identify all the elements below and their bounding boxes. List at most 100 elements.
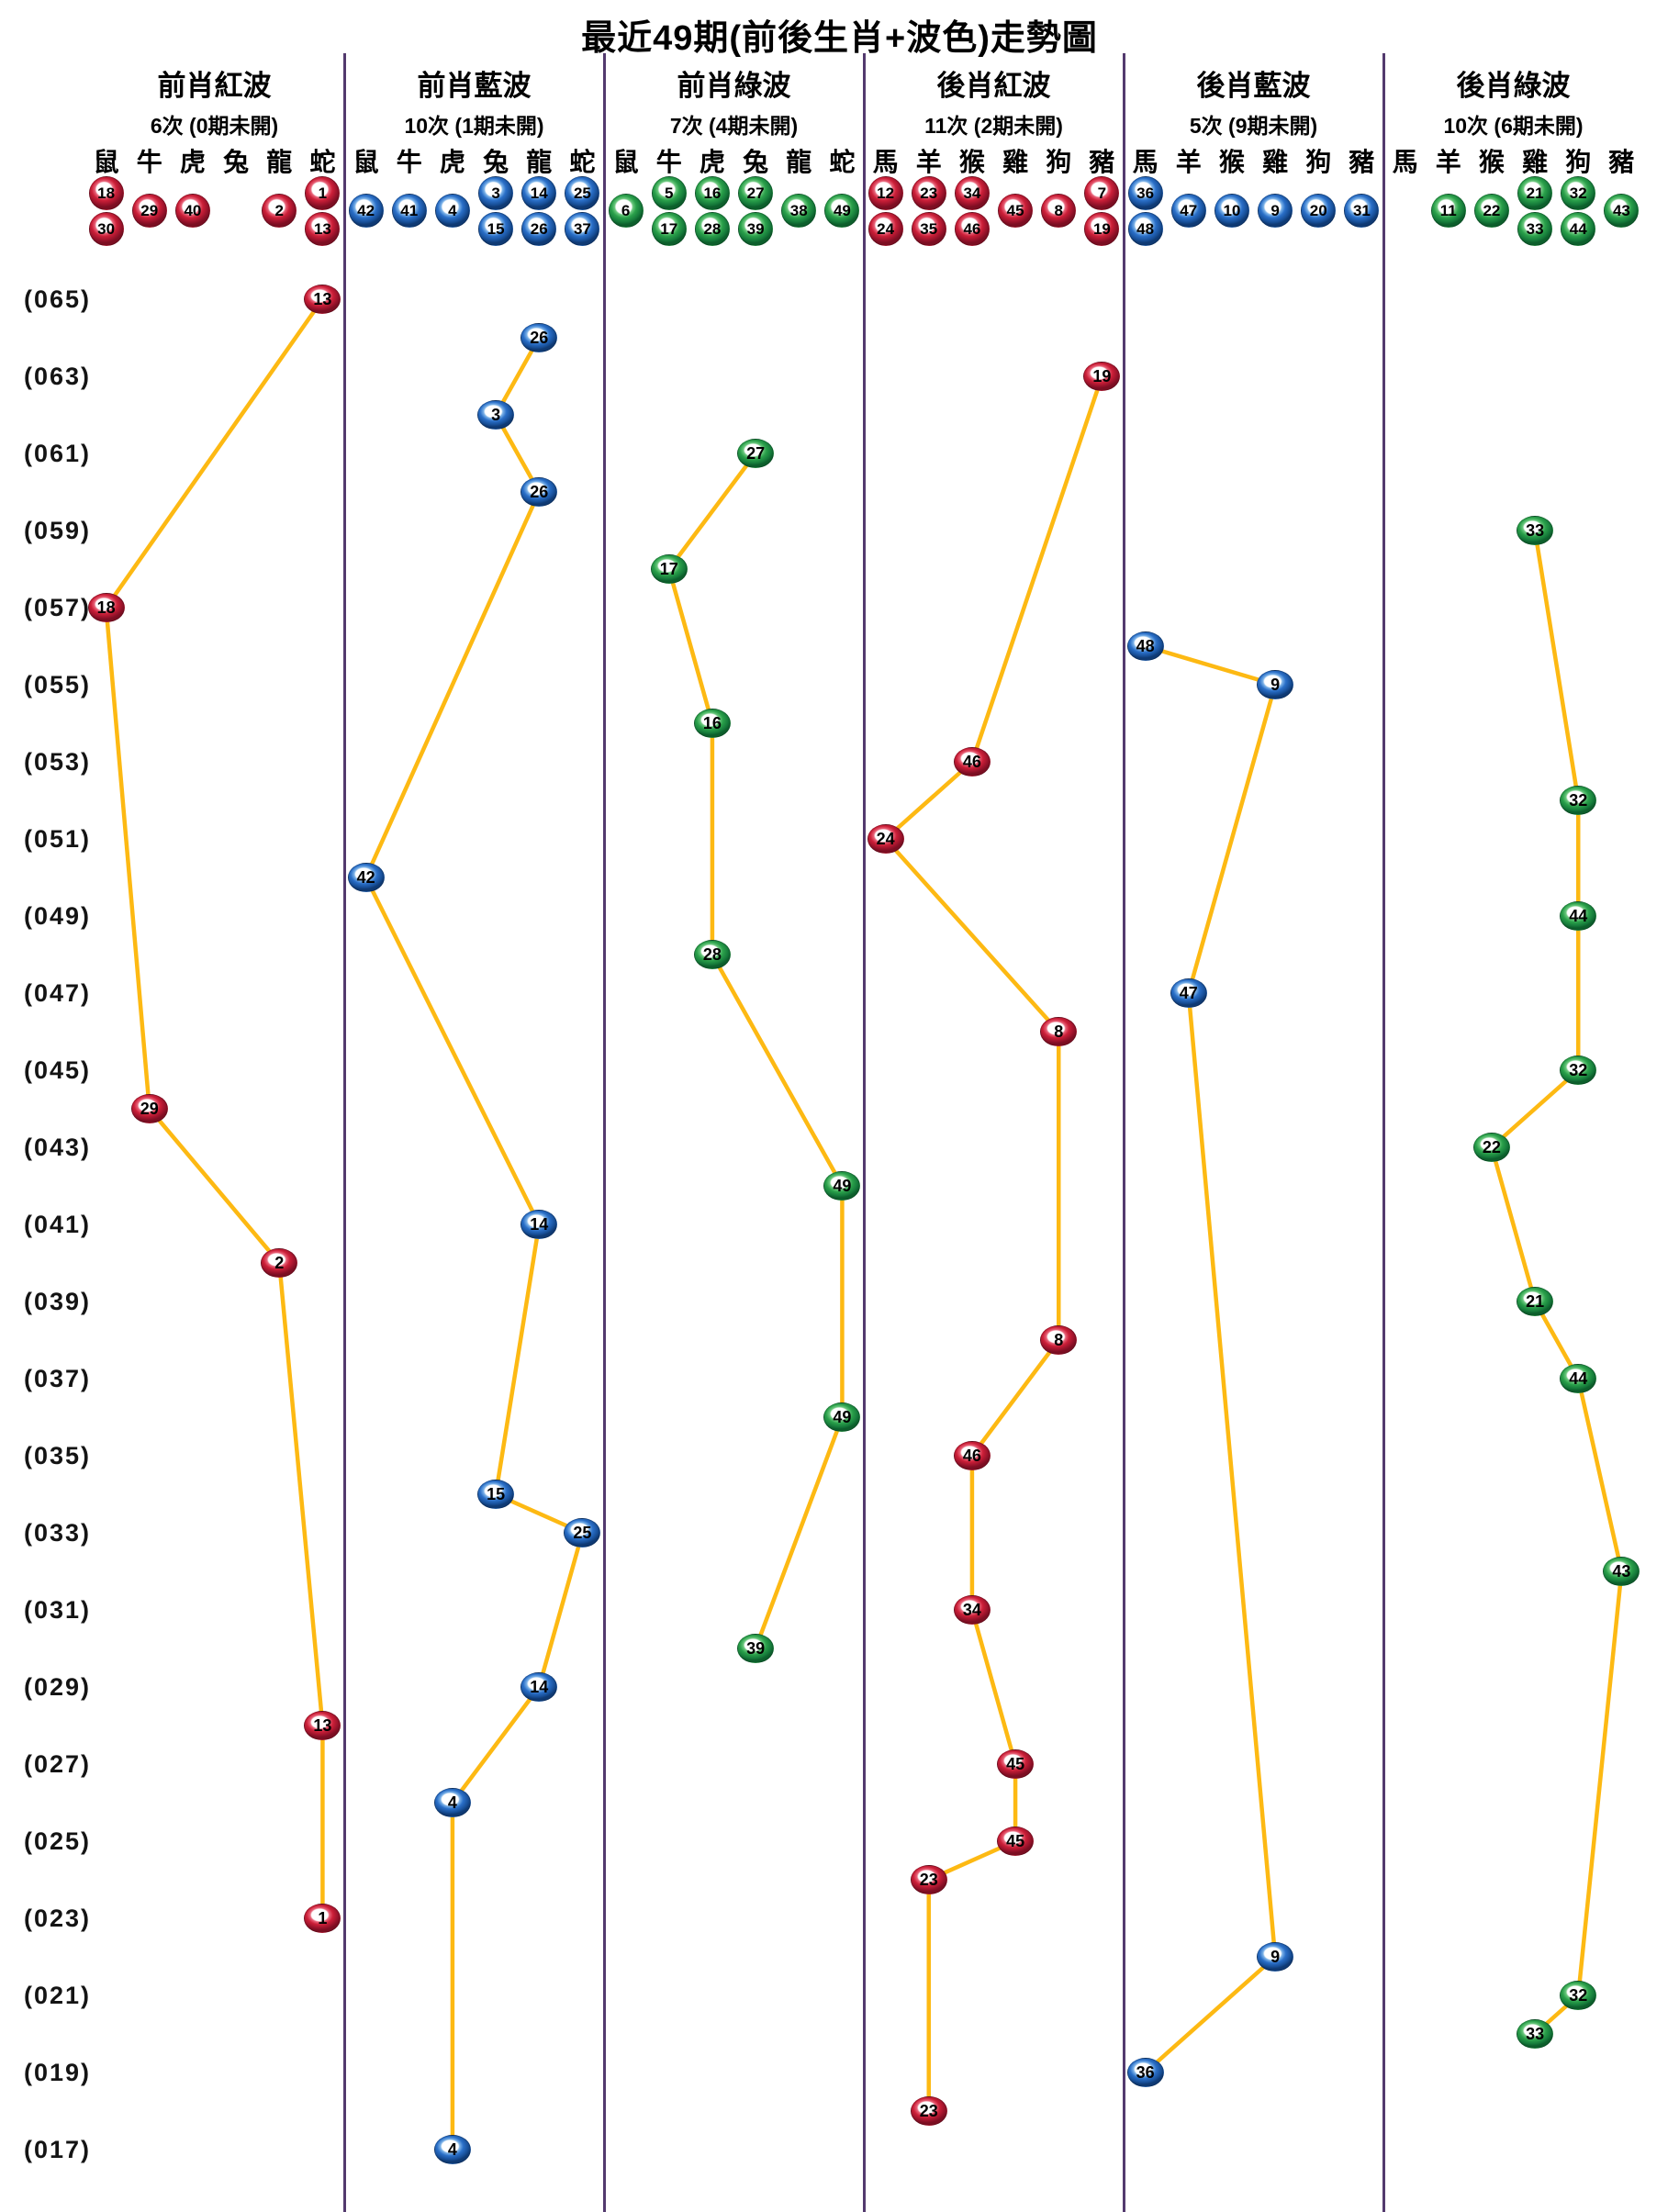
chart-ball: 24: [867, 824, 904, 854]
ball-number: 6: [621, 202, 631, 219]
header-ball: 6: [608, 194, 644, 228]
ball-number: 48: [1136, 219, 1155, 238]
ball-number: 18: [97, 184, 116, 202]
y-axis-label: (061): [24, 440, 92, 467]
ball-number: 36: [1136, 2063, 1155, 2082]
ball-number: 49: [833, 202, 851, 219]
ball-number: 38: [789, 202, 808, 219]
ball-number: 2: [274, 1254, 285, 1272]
header-ball: 43: [1604, 194, 1640, 228]
ball-number: 46: [963, 219, 981, 238]
ball-number: 28: [702, 945, 722, 964]
chart-ball: 23: [910, 1865, 947, 1894]
header-ball: 41: [391, 194, 427, 228]
trend-line: [1143, 643, 1278, 2075]
header-ball: 30: [88, 211, 124, 246]
column-divider: [1382, 53, 1385, 2212]
ball-number: 31: [1352, 202, 1371, 219]
chart-ball: 33: [1517, 516, 1554, 545]
chart-ball: 18: [87, 593, 125, 622]
chart-ball: 1: [304, 1904, 341, 1933]
trend-line: [364, 335, 585, 2152]
chart-ball: 9: [1257, 1942, 1294, 1972]
ball-number: 39: [746, 219, 765, 238]
ball-number: 14: [530, 1215, 549, 1234]
ball-number: 19: [1092, 219, 1111, 238]
y-axis-label: (063): [24, 363, 92, 390]
trend-line: [1489, 528, 1624, 2037]
ball-number: 7: [1097, 184, 1107, 202]
ball-number: 9: [1270, 202, 1280, 219]
ball-number: 14: [530, 1678, 549, 1696]
zodiac-label: 蛇: [829, 148, 856, 176]
ball-number: 24: [876, 830, 895, 848]
zodiac-label: 馬: [872, 148, 899, 176]
chart-ball: 44: [1560, 1364, 1597, 1393]
header-ball: 29: [131, 194, 167, 228]
column-divider: [862, 53, 866, 2212]
header-ball: 8: [1041, 194, 1077, 228]
ball-number: 26: [530, 483, 549, 501]
column-divider: [602, 53, 606, 2212]
y-axis-label: (047): [24, 979, 92, 1007]
column-title: 前肖綠波: [677, 70, 791, 102]
header-ball: 4: [434, 194, 470, 228]
zodiac-label: 牛: [655, 148, 682, 176]
y-axis-label: (033): [24, 1519, 92, 1547]
ball-number: 27: [746, 444, 766, 463]
ball-number: 9: [1270, 676, 1281, 694]
ball-number: 8: [1054, 1022, 1064, 1041]
zodiac-label: 雞: [1522, 148, 1549, 176]
ball-number: 27: [746, 184, 765, 202]
y-axis-label: (059): [24, 517, 92, 544]
chart-ball: 45: [997, 1827, 1035, 1856]
ball-number: 17: [659, 560, 678, 578]
ball-number: 32: [1569, 184, 1587, 202]
chart-ball: 14: [520, 1672, 558, 1702]
y-axis-label: (051): [24, 825, 92, 853]
column-divider: [1122, 53, 1125, 2212]
ball-number: 20: [1309, 202, 1327, 219]
zodiac-label: 狗: [1565, 148, 1592, 176]
chart-ball: 42: [347, 863, 385, 892]
chart-ball: 8: [1040, 1017, 1078, 1046]
chart-ball: 2: [261, 1248, 298, 1278]
chart-ball: 28: [693, 940, 731, 969]
zodiac-label: 猴: [1478, 148, 1505, 176]
zodiac-label: 蛇: [569, 148, 596, 176]
y-axis-label: (035): [24, 1442, 92, 1469]
ball-number: 34: [963, 184, 981, 202]
column-title: 後肖藍波: [1196, 70, 1311, 102]
header-ball: 1: [305, 175, 341, 210]
column-subtitle: 6次 (0期未開): [150, 114, 279, 138]
ball-number: 24: [877, 219, 895, 238]
ball-number: 40: [184, 202, 202, 219]
y-axis-label: (023): [24, 1905, 92, 1932]
ball-number: 29: [140, 202, 159, 219]
ball-number: 8: [1054, 202, 1063, 219]
header-ball: 38: [781, 194, 817, 228]
header-ball: 49: [824, 194, 860, 228]
header-ball: 42: [348, 194, 384, 228]
zodiac-label: 龍: [786, 148, 812, 176]
ball-number: 46: [962, 753, 981, 771]
zodiac-label: 鼠: [353, 148, 379, 176]
header-ball: 36: [1127, 175, 1163, 210]
y-axis-label: (053): [24, 748, 92, 776]
ball-number: 17: [660, 219, 678, 238]
header-ball: 45: [998, 194, 1034, 228]
y-axis-label: (029): [24, 1673, 92, 1701]
zodiac-label: 虎: [439, 148, 465, 176]
ball-number: 25: [573, 1524, 592, 1542]
chart-ball: 29: [130, 1094, 168, 1123]
zodiac-label: 羊: [1435, 148, 1461, 176]
ball-number: 43: [1612, 202, 1630, 219]
y-axis-label: (041): [24, 1211, 92, 1238]
chart-ball: 39: [737, 1634, 775, 1663]
zodiac-label: 虎: [699, 148, 725, 176]
ball-number: 23: [919, 1871, 938, 1889]
ball-number: 41: [400, 202, 419, 219]
chart-ball: 13: [304, 285, 341, 314]
ball-number: 36: [1136, 184, 1155, 202]
